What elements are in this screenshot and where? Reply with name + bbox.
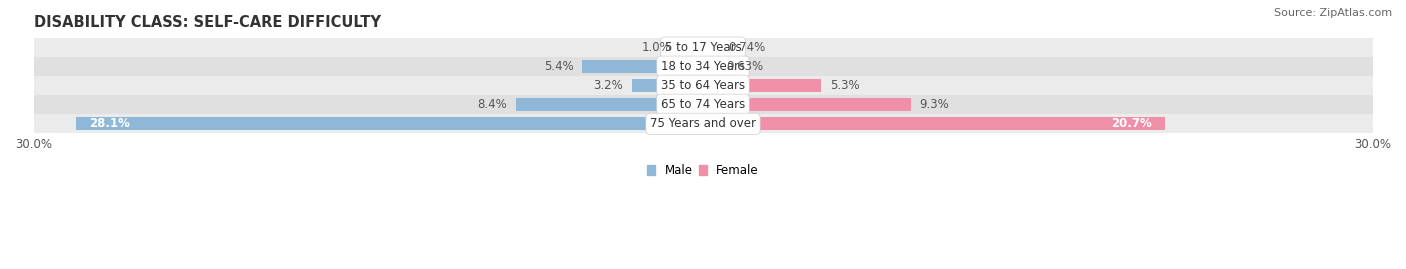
Bar [631,79,703,92]
Text: 65 to 74 Years: 65 to 74 Years [661,98,745,111]
Text: 5 to 17 Years: 5 to 17 Years [665,41,741,54]
Text: 20.7%: 20.7% [1111,117,1152,130]
Text: 0.63%: 0.63% [725,60,763,73]
Text: 3.2%: 3.2% [593,79,623,92]
Bar [703,98,911,111]
Bar [703,117,1166,130]
Text: 0.74%: 0.74% [728,41,766,54]
Text: Source: ZipAtlas.com: Source: ZipAtlas.com [1274,8,1392,18]
Bar [76,117,703,130]
Bar [681,41,703,54]
Bar [34,95,1372,114]
Text: 28.1%: 28.1% [90,117,131,130]
Bar [34,38,1372,57]
Bar [703,41,720,54]
Bar [34,76,1372,95]
Text: 75 Years and over: 75 Years and over [650,117,756,130]
Bar [703,79,821,92]
Text: 1.0%: 1.0% [643,41,672,54]
Bar [516,98,703,111]
Text: DISABILITY CLASS: SELF-CARE DIFFICULTY: DISABILITY CLASS: SELF-CARE DIFFICULTY [34,15,381,30]
Text: 5.3%: 5.3% [830,79,860,92]
Text: 5.4%: 5.4% [544,60,574,73]
Text: 35 to 64 Years: 35 to 64 Years [661,79,745,92]
Bar [34,57,1372,76]
Bar [34,114,1372,133]
Text: 8.4%: 8.4% [477,98,506,111]
Legend: Male, Female: Male, Female [647,164,759,177]
Text: 9.3%: 9.3% [920,98,949,111]
Bar [582,60,703,73]
Bar [703,60,717,73]
Text: 18 to 34 Years: 18 to 34 Years [661,60,745,73]
